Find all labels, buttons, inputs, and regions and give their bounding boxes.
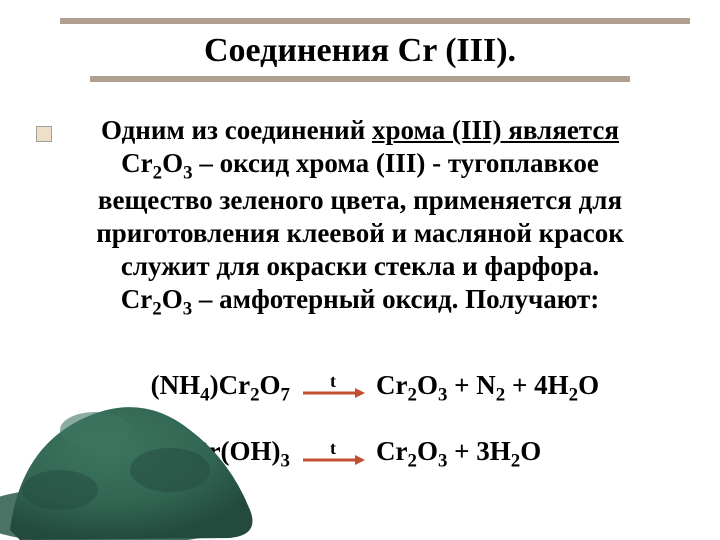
equation-left: (NH4)Cr2O7 — [60, 370, 298, 406]
horizontal-rule-title — [90, 76, 630, 82]
equation-left: 2Cr(OH)3 — [60, 436, 298, 472]
equation-row: (NH4)Cr2O7tCr2O3 + N2 + 4H2O — [60, 370, 680, 406]
arrow-label: t — [298, 376, 368, 386]
equations-block: (NH4)Cr2O7tCr2O3 + N2 + 4H2O2Cr(OH)3tCr2… — [60, 370, 680, 503]
reaction-arrow: t — [298, 443, 368, 467]
arrow-label: t — [298, 443, 368, 453]
page-title: Соединения Cr (III). — [204, 32, 516, 70]
equation-row: 2Cr(OH)3tCr2O3 + 3H2O — [60, 436, 680, 472]
equation-right: Cr2O3 + 3H2O — [368, 436, 541, 472]
body-paragraph: Одним из соединений хрома (III) является… — [30, 114, 690, 321]
reaction-arrow: t — [298, 376, 368, 400]
title-block: Соединения Cr (III). — [0, 32, 720, 82]
equation-right: Cr2O3 + N2 + 4H2O — [368, 370, 599, 406]
horizontal-rule-top — [60, 18, 690, 24]
